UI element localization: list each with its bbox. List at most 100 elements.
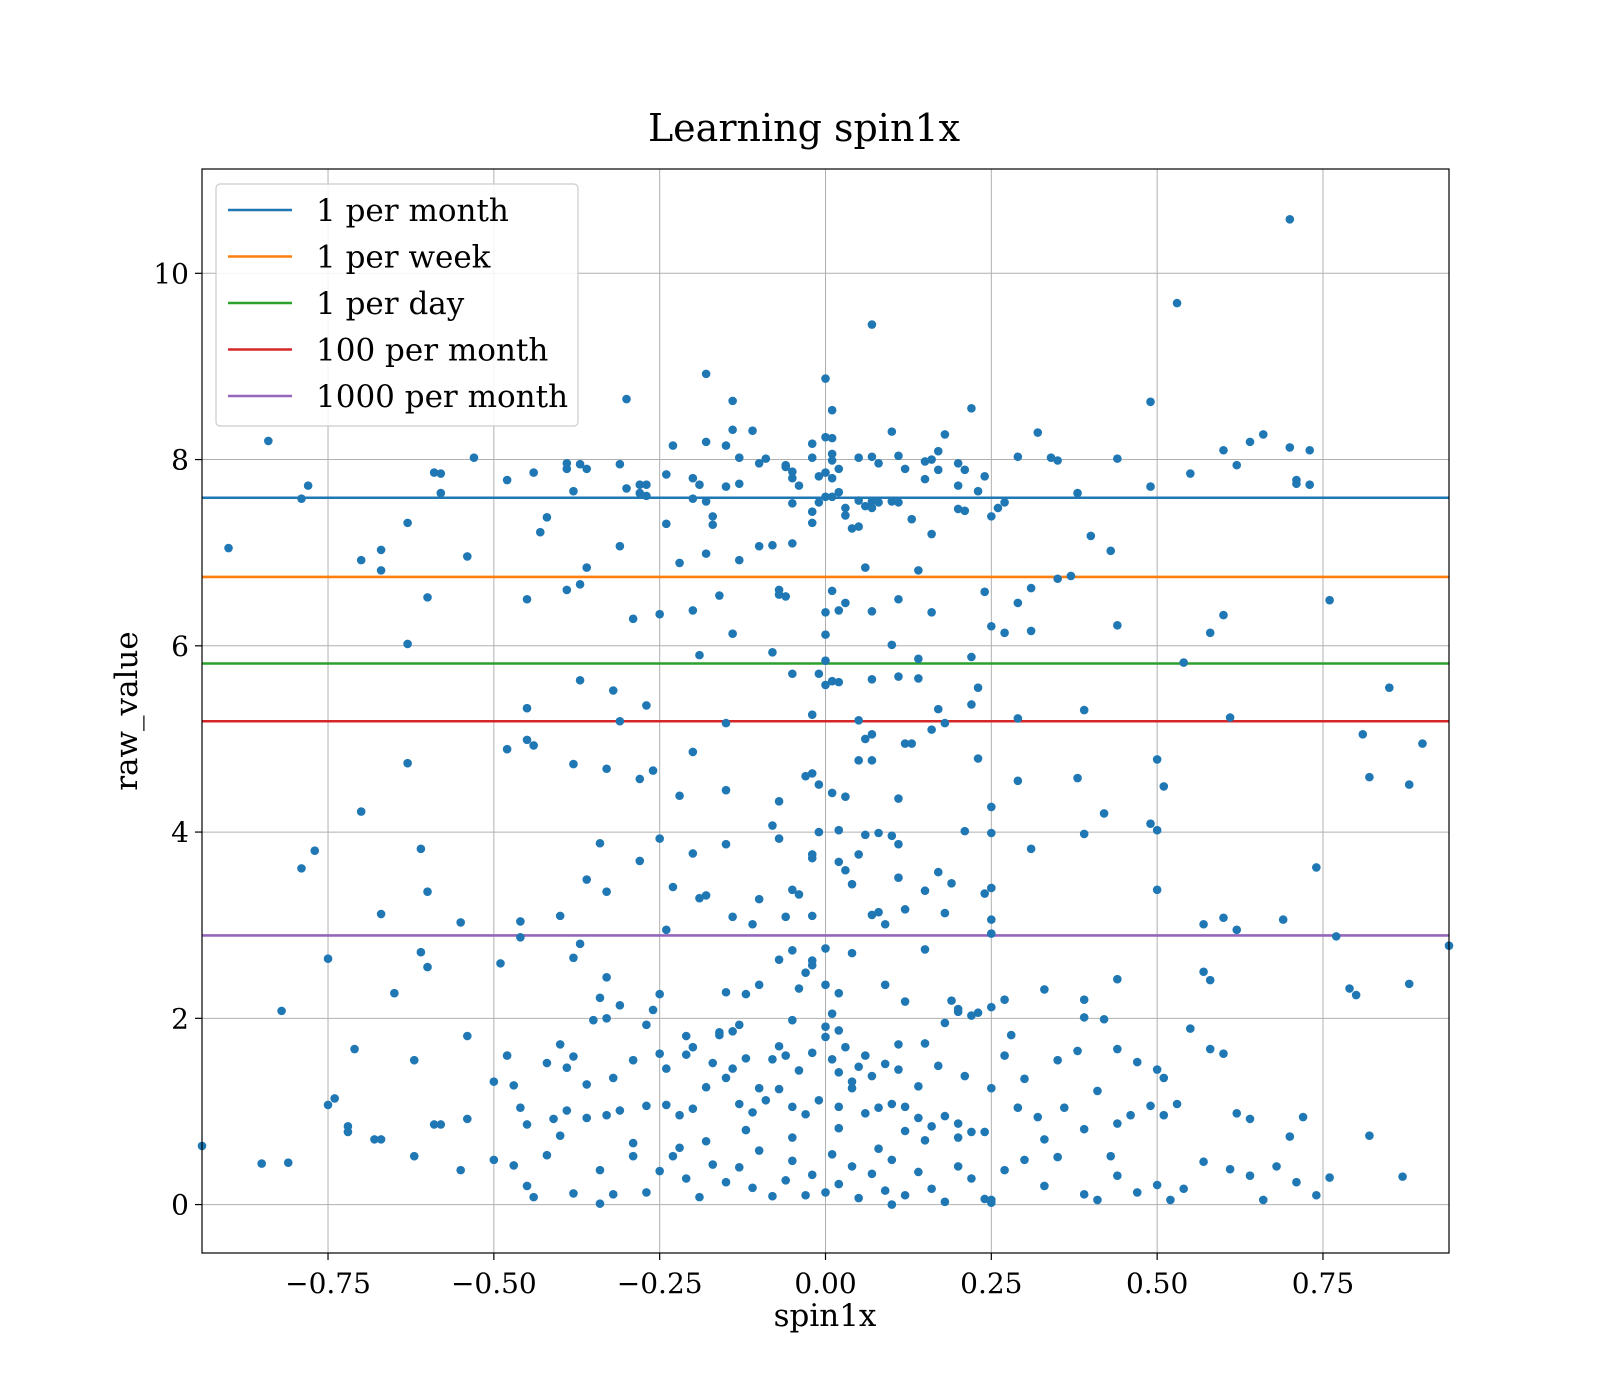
data-point <box>1312 1190 1321 1200</box>
data-point <box>655 609 664 619</box>
data-point <box>582 875 592 884</box>
data-point <box>655 834 664 843</box>
data-point <box>807 453 817 462</box>
data-point <box>708 1058 718 1068</box>
data-point <box>1126 1110 1135 1120</box>
data-point <box>516 1103 525 1113</box>
data-point <box>529 1192 538 1202</box>
data-point <box>1351 990 1361 1000</box>
data-point <box>323 954 333 964</box>
data-point <box>821 944 830 953</box>
data-point <box>1146 1101 1155 1111</box>
data-point <box>768 540 777 550</box>
data-point <box>423 887 432 896</box>
data-point <box>940 430 950 439</box>
data-point <box>721 482 731 491</box>
data-point <box>967 404 976 413</box>
data-point <box>814 472 824 481</box>
data-point <box>628 1138 638 1148</box>
data-point <box>774 797 784 806</box>
data-point <box>569 1189 578 1198</box>
data-point <box>807 518 817 528</box>
data-point <box>821 1032 830 1042</box>
data-point <box>1186 1024 1195 1033</box>
data-point <box>894 839 903 849</box>
data-point <box>356 807 366 816</box>
data-point <box>575 580 585 589</box>
data-point <box>947 878 956 888</box>
data-point <box>1285 1132 1295 1141</box>
data-point <box>681 1031 691 1041</box>
data-point <box>940 718 950 728</box>
data-point <box>423 593 432 602</box>
data-point <box>914 566 923 575</box>
data-point <box>867 607 877 616</box>
data-point <box>622 484 631 493</box>
data-point <box>1040 985 1049 994</box>
data-point <box>688 494 698 503</box>
data-point <box>310 846 320 855</box>
data-point <box>987 1083 996 1093</box>
data-point <box>589 1015 598 1025</box>
data-point <box>648 766 658 775</box>
data-point <box>874 907 883 917</box>
data-point <box>894 594 903 604</box>
data-point <box>973 754 983 763</box>
data-point <box>1152 1065 1162 1074</box>
data-point <box>728 425 737 435</box>
data-point <box>987 828 996 838</box>
data-point <box>894 794 903 803</box>
data-point <box>1059 1103 1069 1113</box>
legend-label: 1000 per month <box>316 379 568 415</box>
data-point <box>728 1064 737 1073</box>
data-point <box>1219 445 1228 455</box>
data-point <box>695 480 704 490</box>
data-point <box>794 481 804 490</box>
data-point <box>1099 809 1109 818</box>
data-point <box>721 1177 731 1187</box>
data-point <box>821 492 830 502</box>
data-point <box>927 455 936 464</box>
data-point <box>1093 1086 1102 1096</box>
data-point <box>701 369 711 379</box>
data-point <box>1404 780 1414 789</box>
data-point <box>602 973 611 982</box>
data-point <box>701 497 711 506</box>
data-point <box>854 1193 863 1203</box>
data-point <box>615 541 625 551</box>
data-point <box>847 524 857 533</box>
data-point <box>834 1026 844 1035</box>
data-point <box>1225 713 1235 722</box>
data-point <box>754 1083 764 1093</box>
data-point <box>807 956 817 965</box>
data-point <box>463 1031 472 1041</box>
data-point <box>642 491 651 501</box>
data-point <box>967 1127 976 1137</box>
data-point <box>489 1155 499 1165</box>
data-point <box>728 1027 737 1036</box>
data-point <box>847 948 857 958</box>
data-point <box>788 1015 797 1025</box>
data-point <box>894 1040 903 1049</box>
data-point <box>1073 773 1082 783</box>
y-tick-label: 0 <box>171 1189 189 1222</box>
data-point <box>602 764 611 774</box>
data-point <box>927 607 936 617</box>
data-point <box>622 394 631 404</box>
data-point <box>1026 626 1036 636</box>
data-point <box>781 592 791 601</box>
data-point <box>781 1176 791 1185</box>
data-point <box>330 1094 339 1103</box>
data-point <box>854 850 863 859</box>
data-point <box>542 512 552 522</box>
data-point <box>1152 1180 1162 1190</box>
data-point <box>1026 583 1036 593</box>
data-point <box>821 607 830 617</box>
data-point <box>761 1095 771 1105</box>
data-point <box>894 498 903 507</box>
data-point <box>522 1120 532 1129</box>
data-point <box>635 856 645 866</box>
data-point <box>555 1131 565 1140</box>
data-point <box>668 441 678 450</box>
data-point <box>1106 546 1116 556</box>
